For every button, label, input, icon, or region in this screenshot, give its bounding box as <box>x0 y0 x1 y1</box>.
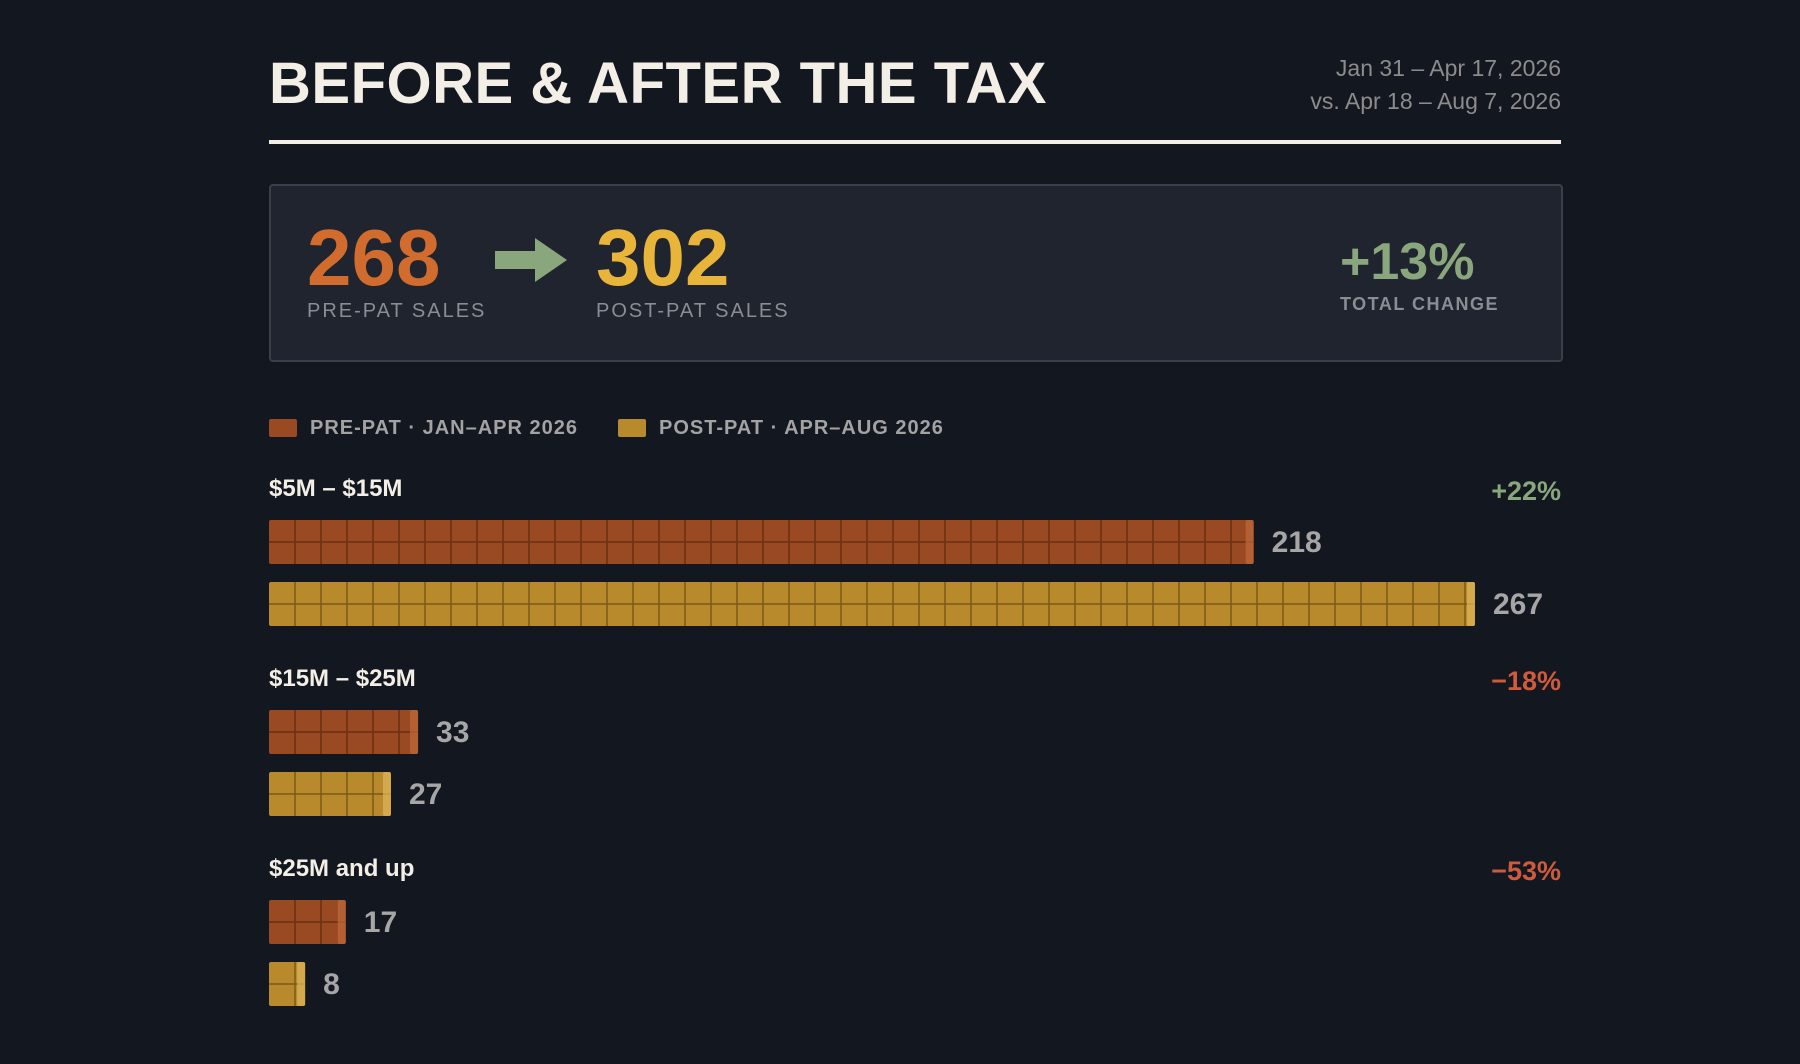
summary-card: 268 PRE-PAT SALES 302 POST-PAT SALES +13… <box>269 184 1563 362</box>
pre-sales-label: PRE-PAT SALES <box>307 300 487 322</box>
date-range: Jan 31 – Apr 17, 2026 vs. Apr 18 – Aug 7… <box>1310 52 1561 118</box>
change-label: −53% <box>1491 856 1561 886</box>
post-stat: 302 POST-PAT SALES <box>596 218 790 323</box>
legend: PRE-PAT · JAN–APR 2026 POST-PAT · APR–AU… <box>269 414 984 442</box>
post-sales-value: 302 <box>596 213 730 302</box>
bar-value-label: 27 <box>409 778 442 811</box>
change-label: −18% <box>1491 666 1561 696</box>
total-change-value: +13% <box>1339 233 1475 291</box>
bar-end-cap <box>1467 582 1475 626</box>
legend-swatch-post <box>618 419 646 437</box>
legend-label-pre: PRE-PAT · JAN–APR 2026 <box>310 416 578 439</box>
post-sales-label: POST-PAT SALES <box>596 300 790 322</box>
category-label: $15M – $25M <box>269 665 416 692</box>
date-range-pre: Jan 31 – Apr 17, 2026 <box>1335 55 1561 81</box>
total-change-label: TOTAL CHANGE <box>1339 294 1499 314</box>
legend-label-post: POST-PAT · APR–AUG 2026 <box>659 416 944 439</box>
bar-value-label: 218 <box>1272 526 1322 559</box>
bar-end-cap <box>297 962 306 1006</box>
title-divider <box>269 140 1561 144</box>
total-change: +13% TOTAL CHANGE <box>1340 234 1499 315</box>
category-label: $25M and up <box>269 855 414 882</box>
bar-value-label: 33 <box>436 716 469 749</box>
legend-item-post: POST-PAT · APR–AUG 2026 <box>618 417 944 440</box>
pre-sales-value: 268 <box>307 213 441 302</box>
bar-end-cap <box>337 900 346 944</box>
header: BEFORE & AFTER THE TAX Jan 31 – Apr 17, … <box>269 0 1561 144</box>
bar-end-cap <box>1245 520 1254 564</box>
change-label: +22% <box>1491 476 1561 506</box>
bar-value-label: 267 <box>1493 588 1543 621</box>
bar-end-cap <box>410 710 419 754</box>
bar-end-cap <box>382 772 391 816</box>
chart-container: BEFORE & AFTER THE TAX Jan 31 – Apr 17, … <box>269 0 1563 1006</box>
bar-chart: $5M – $15M +22% 218 267 $15M – $25M −18% 33 27 $… <box>269 475 1561 1006</box>
pre-stat: 268 PRE-PAT SALES <box>307 218 486 323</box>
bar-value-label: 8 <box>323 968 340 1001</box>
category-label: $5M – $15M <box>269 475 402 502</box>
bar-value-label: 17 <box>364 906 397 939</box>
page-title: BEFORE & AFTER THE TAX <box>269 51 1047 116</box>
legend-swatch-pre <box>269 419 297 437</box>
right-arrow-icon <box>495 238 567 287</box>
legend-item-pre: PRE-PAT · JAN–APR 2026 <box>269 417 578 440</box>
date-range-post: vs. Apr 18 – Aug 7, 2026 <box>1310 88 1561 114</box>
